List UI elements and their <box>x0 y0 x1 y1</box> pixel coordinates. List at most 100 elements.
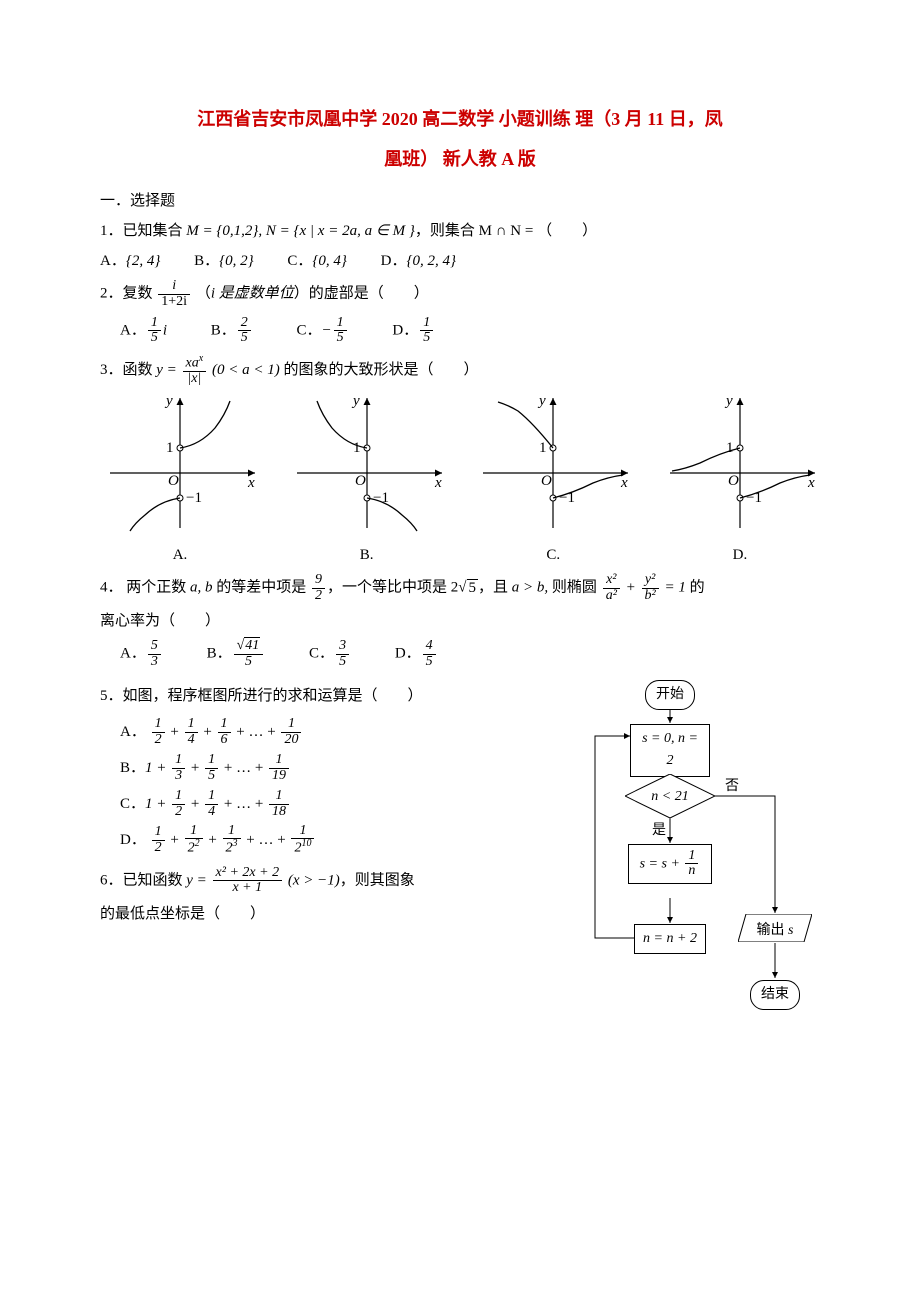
q2-fraction: i 1+2i <box>158 279 190 309</box>
q4-ey2: y² <box>642 573 659 588</box>
question-3: 3．函数 y = xax |x| (0 < a < 1) 的图象的大致形状是（ … <box>100 354 820 387</box>
question-4: 4． 两个正数 a, b 的等差中项是 92，一个等比中项是 2√5，且 a >… <box>100 573 820 603</box>
q3-chart-B-svg: y x O 1 −1 <box>287 393 447 533</box>
question-1: 1．已知集合 M = {0,1,2}, N = {x | x = 2a, a ∈… <box>100 219 820 243</box>
q1-stem-post: ，则集合 M ∩ N = （ ） <box>415 223 597 239</box>
q2-frac-den: 1+2i <box>158 294 190 310</box>
q4c-n: 3 <box>336 639 349 654</box>
fc-update-n: n = n + 2 <box>634 924 706 954</box>
q3-A-label: A. <box>100 543 260 567</box>
q5a-t7: 20 <box>281 732 301 748</box>
fc-cond: n < 21 <box>625 774 715 818</box>
q3-chart-D: y x O 1 −1 D. <box>660 393 820 567</box>
q4-f1d: 2 <box>312 588 325 604</box>
q5b-pre: 1 + <box>145 760 170 776</box>
q6-post: ，则其图象 <box>340 872 415 888</box>
fc-update-s: s = s + 1n <box>628 844 712 884</box>
q1-C-val: {0, 4} <box>312 253 347 269</box>
svg-text:1: 1 <box>539 440 547 456</box>
q3-chart-B: y x O 1 −1 B. <box>287 393 447 567</box>
q4-ea2: a² <box>603 588 620 604</box>
q3-stem-post: 的图象的大致形状是（ ） <box>283 362 478 378</box>
q2a-num: 1 <box>148 316 161 331</box>
q4a-d: 3 <box>148 654 161 670</box>
q4-rad: 5 <box>467 579 479 596</box>
q5d-t0: 1 <box>152 825 165 840</box>
q5a-d: + … + <box>233 724 280 740</box>
svg-text:O: O <box>168 473 179 489</box>
q1-options: A．{2, 4} B．{0, 2} C．{0, 4} D．{0, 2, 4} <box>100 249 820 273</box>
q2a-den: 5 <box>148 330 161 346</box>
q2-paren-open: （ <box>196 286 211 302</box>
q2d-num: 1 <box>420 316 433 331</box>
q5a-p2: + <box>200 724 216 740</box>
q3-yeq: y = <box>156 362 180 378</box>
q5b-t3: 5 <box>205 768 218 784</box>
q5a-t4: 1 <box>218 717 231 732</box>
q5c-p1: + <box>187 796 203 812</box>
q4-eq1: = 1 <box>661 580 686 596</box>
q3-den: |x| <box>183 371 207 387</box>
q2-B-label: B． <box>211 322 236 338</box>
q6-den: x + 1 <box>213 880 283 896</box>
flowchart: 开始 s = 0, n = 2 n < 21 是 否 s = s + 1n n … <box>580 678 820 1048</box>
q5d-t1: 2 <box>152 840 165 856</box>
q4-ab: a, b <box>190 580 213 596</box>
svg-text:1: 1 <box>166 440 174 456</box>
q5c-t1: 2 <box>172 804 185 820</box>
q5d-t2: 1 <box>185 824 203 839</box>
svg-text:x: x <box>620 475 628 491</box>
svg-text:1: 1 <box>353 440 361 456</box>
q5a-t0: 1 <box>152 717 165 732</box>
q5-options: A． 12 + 14 + 16 + … + 120 B．1 + 13 + 15 … <box>120 714 580 858</box>
q2d-den: 5 <box>420 330 433 346</box>
q4b-n: √41 <box>234 639 264 654</box>
q2-options: A．15i B．25 C．−15 D．15 <box>120 316 820 346</box>
title-line2: 凰班） 新人教 A 版 <box>384 149 536 169</box>
q5c-t4: 1 <box>269 789 289 804</box>
question-5: 5．如图，程序框图所进行的求和运算是（ ） <box>100 684 580 708</box>
q5c-d: + … + <box>220 796 267 812</box>
q4a-n: 5 <box>148 639 161 654</box>
q5d-t5: 1 <box>223 824 241 839</box>
q5a-l: A． <box>120 724 146 740</box>
q5b-p1: + <box>187 760 203 776</box>
q3-fraction: xax |x| <box>183 354 207 387</box>
q5d-t6: 23 <box>223 838 241 856</box>
svg-text:x: x <box>247 475 255 491</box>
q4-m4: 则椭圆 <box>548 580 601 596</box>
q3-C-label: C. <box>473 543 633 567</box>
q5d-t8: 1 <box>291 824 314 839</box>
q2-A-suffix: i <box>163 322 167 338</box>
svg-text:y: y <box>724 393 733 409</box>
q2-frac-num: i <box>158 279 190 294</box>
q5b-t1: 3 <box>172 768 185 784</box>
q5d-d: + … + <box>243 832 290 848</box>
q4-options: A．53 B．√415 C．35 D．45 <box>120 639 820 669</box>
q5d-t3: 22 <box>185 838 203 856</box>
q5b-d: + … + <box>220 760 267 776</box>
svg-text:O: O <box>541 473 552 489</box>
q4-agtb: a > b, <box>512 580 548 596</box>
q4d-n: 4 <box>423 639 436 654</box>
q3-chart-C: y x O 1 −1 C. <box>473 393 633 567</box>
q5a-t2: 1 <box>185 717 198 732</box>
q6-yeq: y = <box>186 872 210 888</box>
q6-cond: (x > −1) <box>288 872 340 888</box>
q3-num: xax <box>183 354 207 371</box>
q4a-l: A． <box>120 646 146 662</box>
q6-line2: 的最低点坐标是（ ） <box>100 902 580 926</box>
fc-no: 否 <box>725 776 739 798</box>
q5c-l: C． <box>120 796 145 812</box>
q5c-pre: 1 + <box>145 796 170 812</box>
q4c-l: C． <box>309 646 334 662</box>
fc-end: 结束 <box>750 980 800 1010</box>
q5b-l: B． <box>120 760 145 776</box>
q6-pre: 6．已知函数 <box>100 872 186 888</box>
q3-cond: (0 < a < 1) <box>212 362 283 378</box>
svg-text:y: y <box>164 393 173 409</box>
q2-A-label: A． <box>120 322 146 338</box>
q1-C-label: C． <box>287 253 312 269</box>
q5a-t3: 4 <box>185 732 198 748</box>
q3-charts: y x O 1 −1 A. y x O 1 −1 B. <box>100 393 820 567</box>
